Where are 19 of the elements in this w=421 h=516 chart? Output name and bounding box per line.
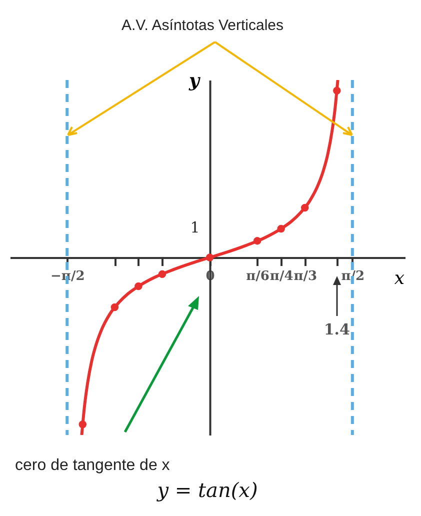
point bbox=[206, 254, 214, 262]
x-tick-label: π/4 bbox=[270, 269, 294, 284]
point bbox=[253, 236, 262, 245]
point bbox=[110, 303, 119, 312]
point bbox=[300, 204, 309, 212]
point bbox=[78, 420, 87, 428]
annotation: 1.4 bbox=[324, 320, 350, 338]
x-tick-label: π/3 bbox=[294, 269, 318, 284]
point bbox=[277, 224, 285, 233]
point bbox=[333, 86, 341, 95]
point bbox=[134, 282, 142, 290]
text: y = tan(x) bbox=[156, 478, 258, 502]
annotation: 1 bbox=[190, 218, 200, 236]
point bbox=[158, 270, 166, 278]
y-axis-title: y bbox=[188, 70, 202, 92]
x-tick-label: π/6 bbox=[246, 269, 270, 284]
text: cero de tangente de x bbox=[15, 457, 170, 474]
x-axis-title: x bbox=[394, 268, 405, 289]
text: A.V. Asíntotas Verticales bbox=[121, 17, 284, 34]
